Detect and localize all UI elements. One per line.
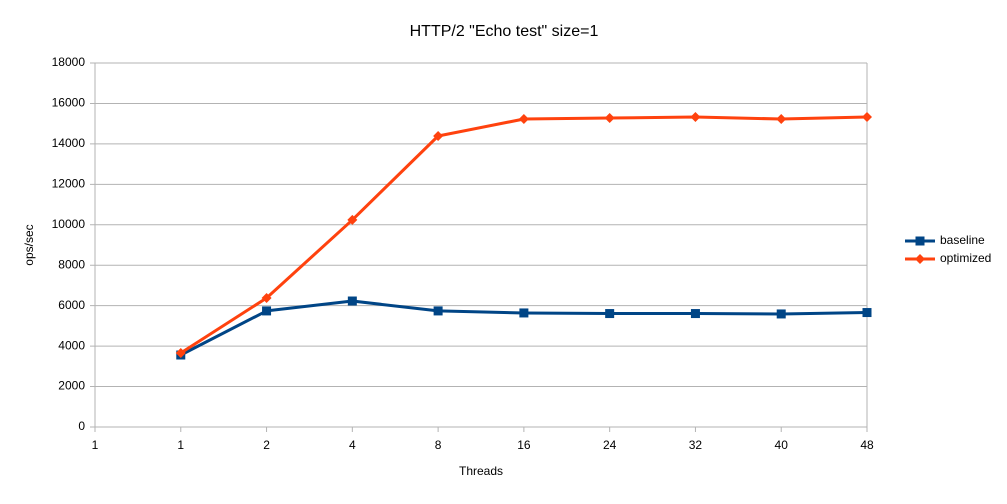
data-point [347,214,358,225]
x-axis-label: Threads [459,464,503,478]
data-point [690,111,701,122]
y-tick-label: 4000 [58,338,85,352]
chart-title: HTTP/2 "Echo test" size=1 [410,23,599,40]
data-point [776,114,787,125]
data-point [518,114,529,125]
y-tick-label: 2000 [58,379,85,393]
x-tick-label: 8 [435,438,442,452]
x-tick-label: 16 [517,438,531,452]
data-point [347,296,357,306]
data-point [261,292,272,303]
y-axis-label: ops/sec [22,224,36,265]
legend-marker [915,236,925,246]
y-tick-label: 10000 [52,217,86,231]
data-point [262,306,272,316]
data-point [175,347,186,358]
y-tick-label: 0 [78,419,85,433]
legend-label: baseline [940,233,985,247]
data-point [690,309,700,319]
y-tick-label: 8000 [58,257,85,271]
data-point [862,308,872,318]
y-tick-label: 16000 [52,96,86,110]
y-tick-label: 18000 [52,55,86,69]
legend-marker [915,254,925,264]
data-point [776,309,786,319]
data-point [433,306,443,316]
data-point [433,131,444,142]
data-point [862,111,872,122]
x-tick-label: 4 [349,438,356,452]
x-tick-label: 1 [92,438,99,452]
legend-label: optimized [940,251,991,265]
x-tick-label: 1 [177,438,184,452]
x-tick-label: 40 [775,438,789,452]
data-point [605,309,615,319]
y-tick-label: 6000 [58,298,85,312]
y-tick-label: 14000 [52,136,86,150]
x-tick-label: 48 [860,438,874,452]
x-tick-label: 32 [689,438,703,452]
data-point [604,113,615,124]
x-tick-label: 2 [263,438,270,452]
data-point [519,308,529,318]
x-tick-label: 24 [603,438,617,452]
y-tick-label: 12000 [52,177,86,191]
